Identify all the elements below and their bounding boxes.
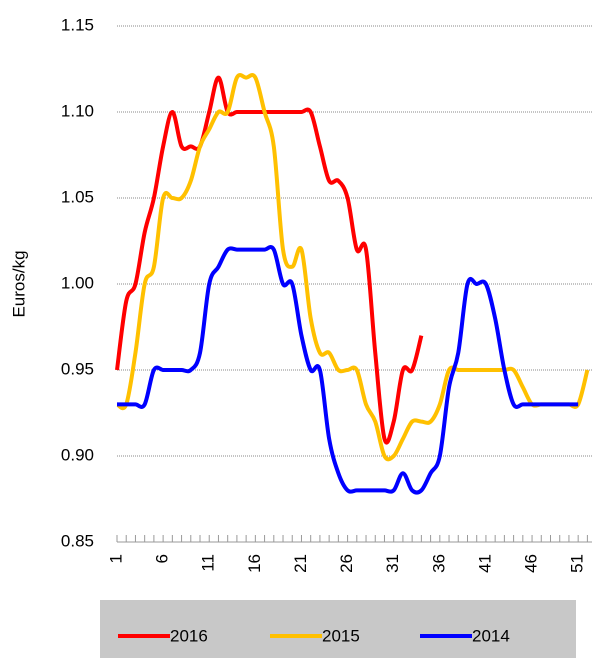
y-tick-label: 0.90 [61, 445, 94, 464]
x-tick-label: 46 [522, 554, 541, 573]
legend-label: 2015 [322, 626, 360, 645]
y-tick-label: 0.95 [61, 359, 94, 378]
y-tick-label: 1.00 [61, 273, 94, 292]
y-tick-label: 1.10 [61, 101, 94, 120]
series-line [117, 245, 579, 495]
x-tick-label: 16 [245, 554, 264, 573]
x-tick-label: 41 [475, 554, 494, 573]
legend-box [100, 600, 576, 658]
x-tick-label: 21 [291, 554, 310, 573]
legend-label: 2016 [170, 626, 208, 645]
x-tick-label: 11 [199, 554, 218, 572]
x-tick-label: 6 [153, 554, 172, 563]
x-tick-label: 26 [337, 554, 356, 573]
x-tick-label: 31 [383, 554, 402, 573]
series-line [115, 75, 424, 445]
y-axis-label: Euros/kg [9, 250, 28, 317]
x-tick-label: 36 [429, 554, 448, 573]
y-tick-label: 1.15 [61, 15, 94, 34]
legend-label: 2014 [472, 626, 510, 645]
series-line [116, 73, 590, 462]
x-tick-label: 1 [106, 554, 125, 563]
x-tick-label: 51 [568, 554, 587, 573]
y-tick-label: 0.85 [61, 531, 94, 550]
y-tick-label: 1.05 [61, 187, 94, 206]
